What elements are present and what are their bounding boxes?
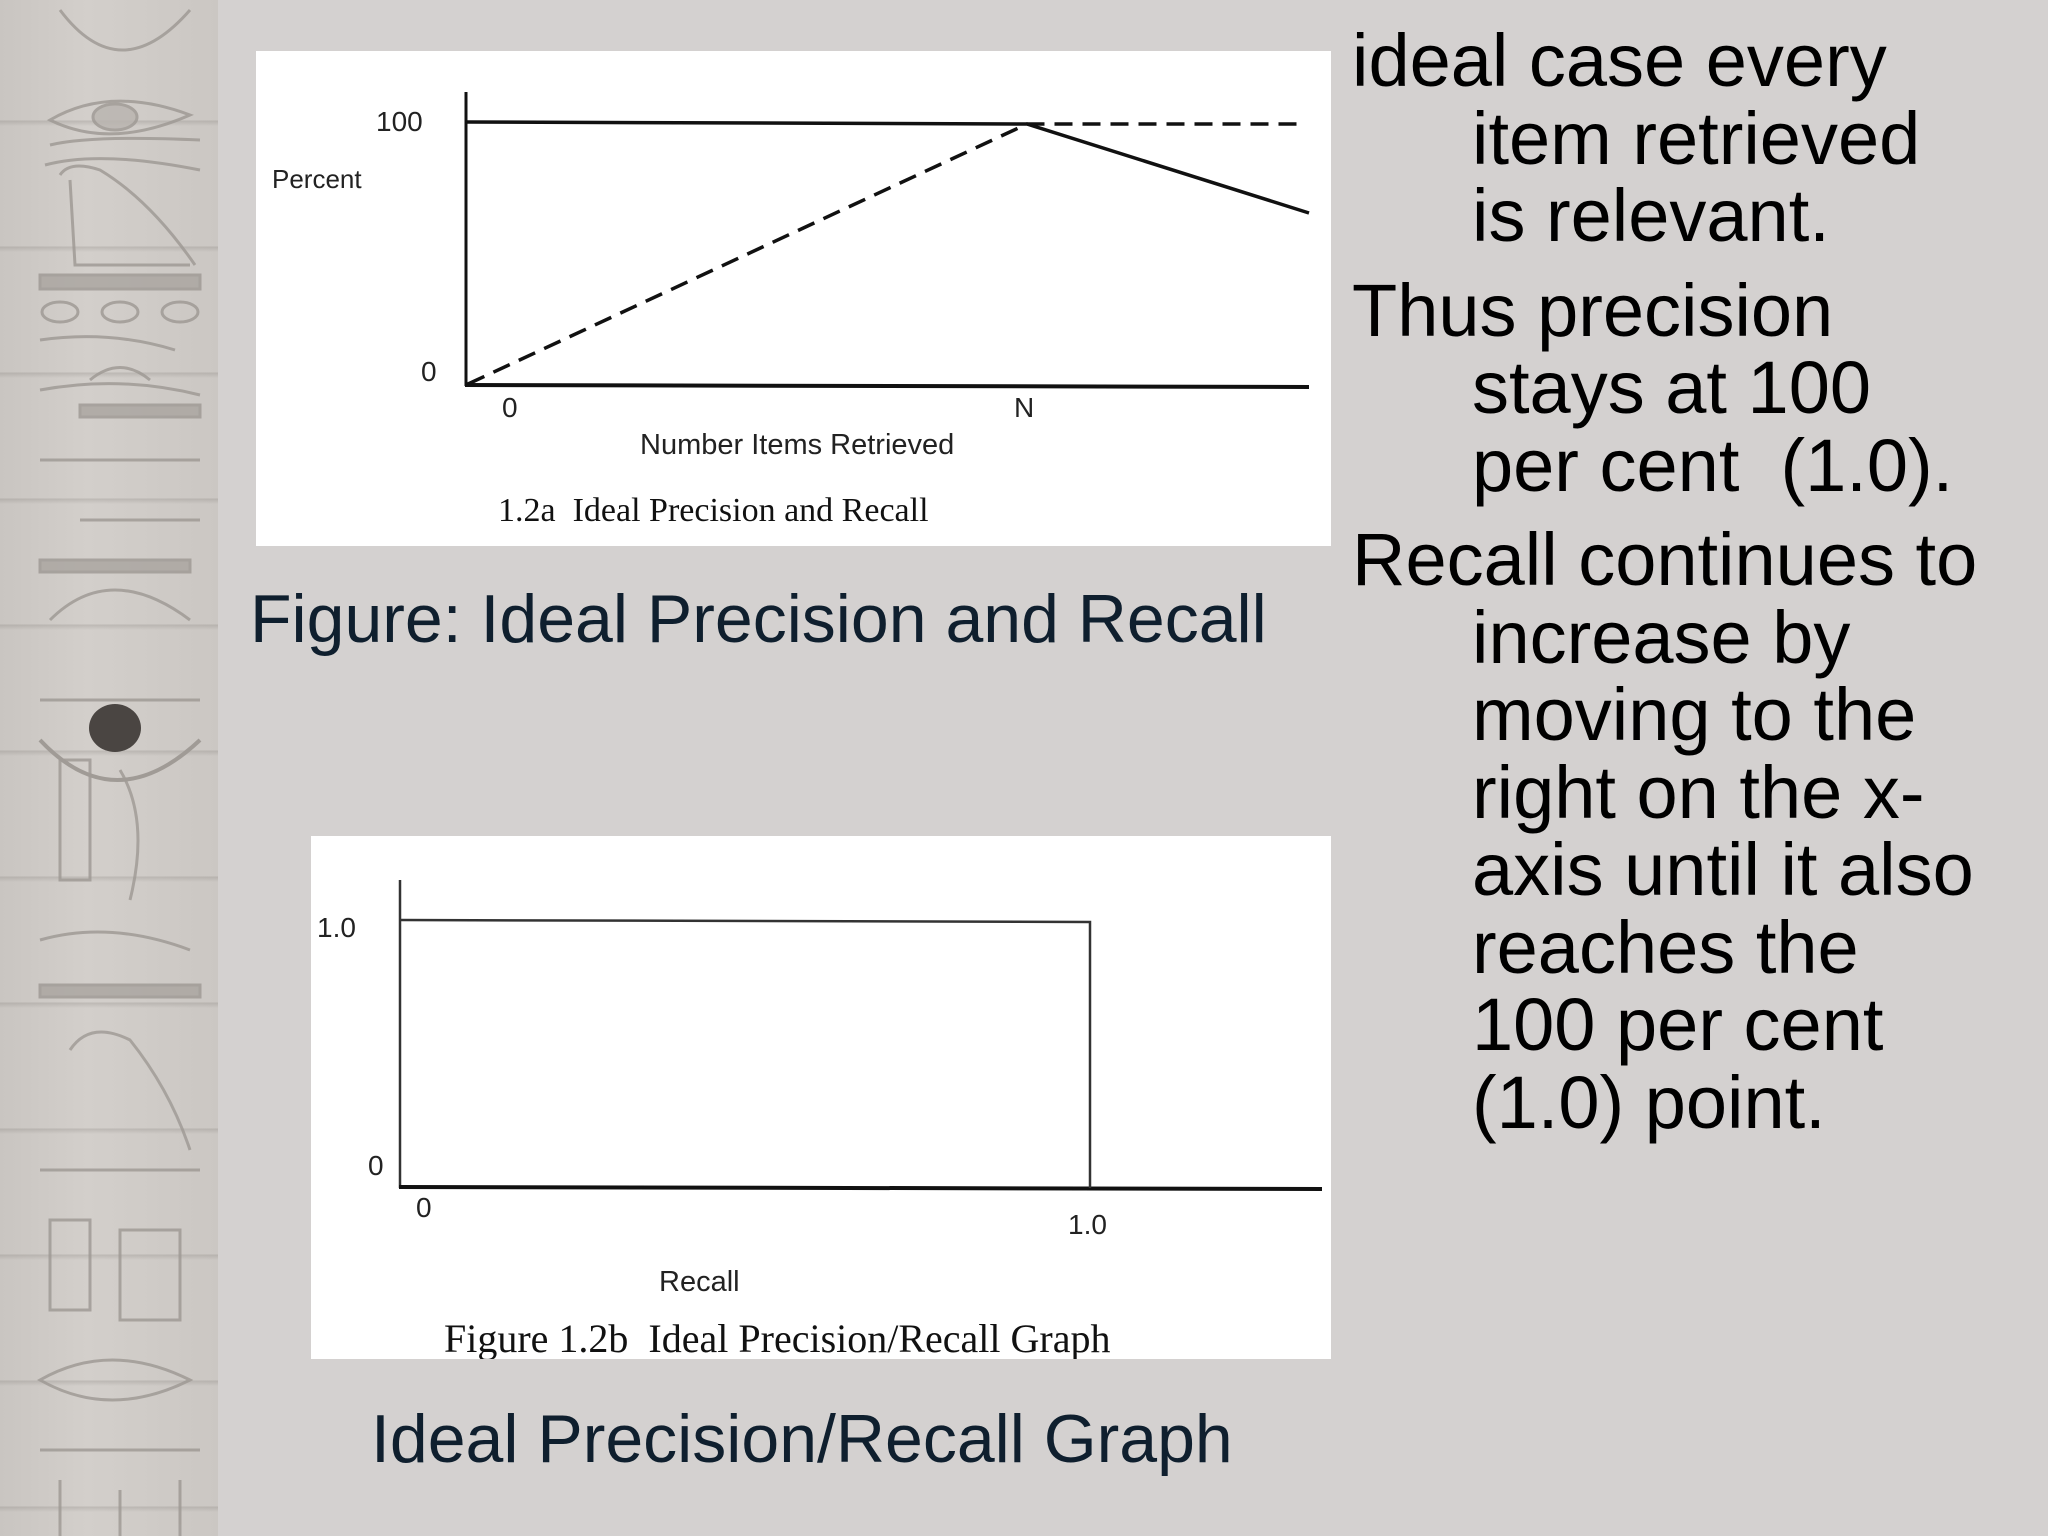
paragraph-recall: Recall continues to increase by moving t… [1352, 521, 2042, 1141]
y-axis-label: Percent [272, 164, 362, 194]
paragraph-ideal-case: ideal case every item retrieved is relev… [1352, 22, 2042, 255]
x-tick-1-0: 1.0 [1068, 1209, 1107, 1240]
text-line: 100 per cent [1472, 983, 1884, 1066]
x-tick-0: 0 [502, 392, 518, 423]
x-axis-label: Recall [659, 1266, 740, 1298]
y-tick-100: 100 [376, 106, 423, 137]
text-line: moving to the [1472, 673, 1917, 756]
figure-b-slide-caption: Ideal Precision/Recall Graph [371, 1401, 1233, 1477]
figure-a-slide-caption: Figure: Ideal Precision and Recall [250, 581, 1267, 657]
precision-recall-line-chart [464, 92, 1310, 389]
text-line: Recall continues to [1352, 518, 1978, 601]
text-line: item retrieved [1472, 96, 1921, 180]
text-line: right on the x- [1472, 750, 1925, 834]
figure-inner-caption: 1.2a Ideal Precision and Recall [498, 492, 929, 529]
figure-ideal-precision-recall: Percent 100 0 0 N Number Items Retrieved… [256, 51, 1331, 546]
text-line: increase by [1472, 595, 1851, 679]
x-axis-label: Number Items Retrieved [640, 429, 955, 461]
paragraph-precision: Thus precision stays at 100 per cent (1.… [1352, 268, 2042, 507]
figure-inner-caption: Figure 1.2b Ideal Precision/Recall Graph [444, 1316, 1111, 1359]
text-line: Thus precision [1352, 268, 1834, 352]
x-tick-0: 0 [416, 1192, 432, 1223]
y-tick-1-0: 1.0 [317, 912, 356, 943]
x-tick-n: N [1014, 392, 1035, 423]
slide-body-text: ideal case every item retrieved is relev… [1352, 22, 2042, 1158]
text-line: reaches the [1472, 905, 1859, 989]
text-line: axis until it also [1472, 828, 1974, 911]
text-line: ideal case every [1352, 19, 1887, 102]
y-tick-0: 0 [368, 1150, 384, 1181]
y-tick-0: 0 [421, 356, 437, 387]
text-line: stays at 100 [1472, 346, 1872, 429]
text-line: is relevant. [1472, 174, 1830, 257]
precision-recall-step-chart [398, 880, 1323, 1191]
text-line: (1.0) point. [1472, 1060, 1826, 1144]
dark-circle-glyph [89, 704, 141, 752]
text-line: per cent (1.0). [1472, 423, 1954, 507]
hieroglyph-pattern-icon [36, 9, 202, 1536]
figure-ideal-precision-recall-graph: 1.0 0 0 1.0 Recall Figure 1.2b Ideal Pre… [311, 836, 1331, 1359]
hieroglyph-decoration-strip [0, 0, 218, 1536]
